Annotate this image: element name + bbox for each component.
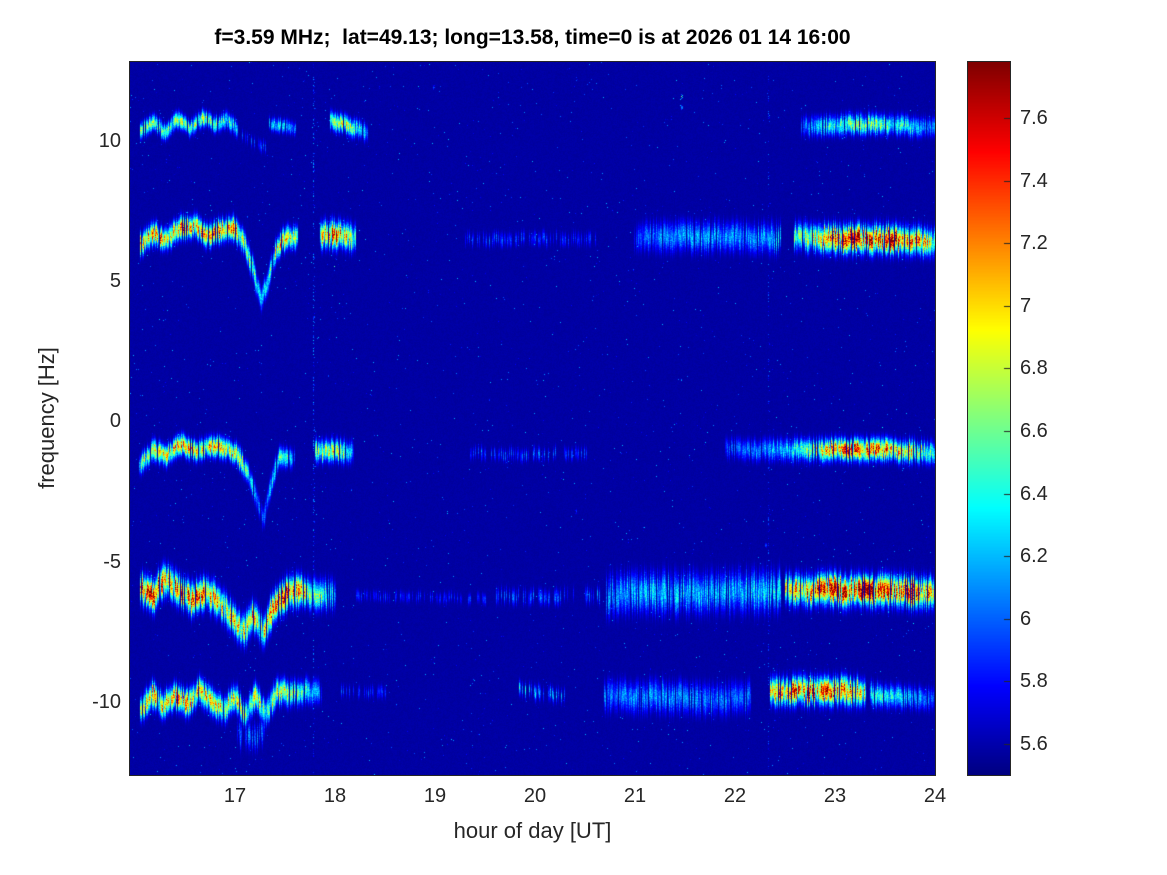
y-axis-label-wrap: frequency [Hz] xyxy=(30,61,64,774)
x-tick-label: 19 xyxy=(423,785,447,807)
x-tick-label: 18 xyxy=(323,785,347,807)
colorbar-tick-label: 7.4 xyxy=(1020,169,1048,192)
plot-title: f=3.59 MHz; lat=49.13; long=13.58, time=… xyxy=(214,26,851,49)
y-tick-label: 10 xyxy=(98,129,121,152)
spectrogram-canvas xyxy=(129,61,936,776)
y-axis-label: frequency [Hz] xyxy=(34,346,59,489)
colorbar-tick-label: 6.4 xyxy=(1020,482,1048,505)
colorbar-tick-label: 7 xyxy=(1020,294,1032,317)
colorbar xyxy=(967,61,1011,776)
x-tick-label: 20 xyxy=(523,785,547,807)
colorbar-tick-label: 6.2 xyxy=(1020,545,1048,568)
y-tick-label: 0 xyxy=(109,410,121,433)
colorbar-tick-label: 5.8 xyxy=(1020,670,1048,693)
x-tick-label: 22 xyxy=(723,785,747,807)
x-axis-label: hour of day [UT] xyxy=(453,818,612,843)
y-tick-label: 5 xyxy=(109,269,121,292)
colorbar-tick-label: 6.8 xyxy=(1020,357,1048,380)
x-tick-label: 24 xyxy=(923,785,947,807)
colorbar-tick-label: 5.6 xyxy=(1020,732,1048,755)
x-tick-label: 17 xyxy=(223,785,247,807)
colorbar-tick-label: 7.2 xyxy=(1020,232,1048,255)
x-tick-label: 21 xyxy=(623,785,647,807)
y-tick-label: -5 xyxy=(103,550,121,573)
colorbar-tick-label: 6 xyxy=(1020,607,1032,630)
x-tick-label: 23 xyxy=(823,785,847,807)
y-tick-label: -10 xyxy=(92,691,121,714)
colorbar-tick-label: 7.6 xyxy=(1020,107,1048,130)
colorbar-tick-label: 6.6 xyxy=(1020,420,1048,442)
